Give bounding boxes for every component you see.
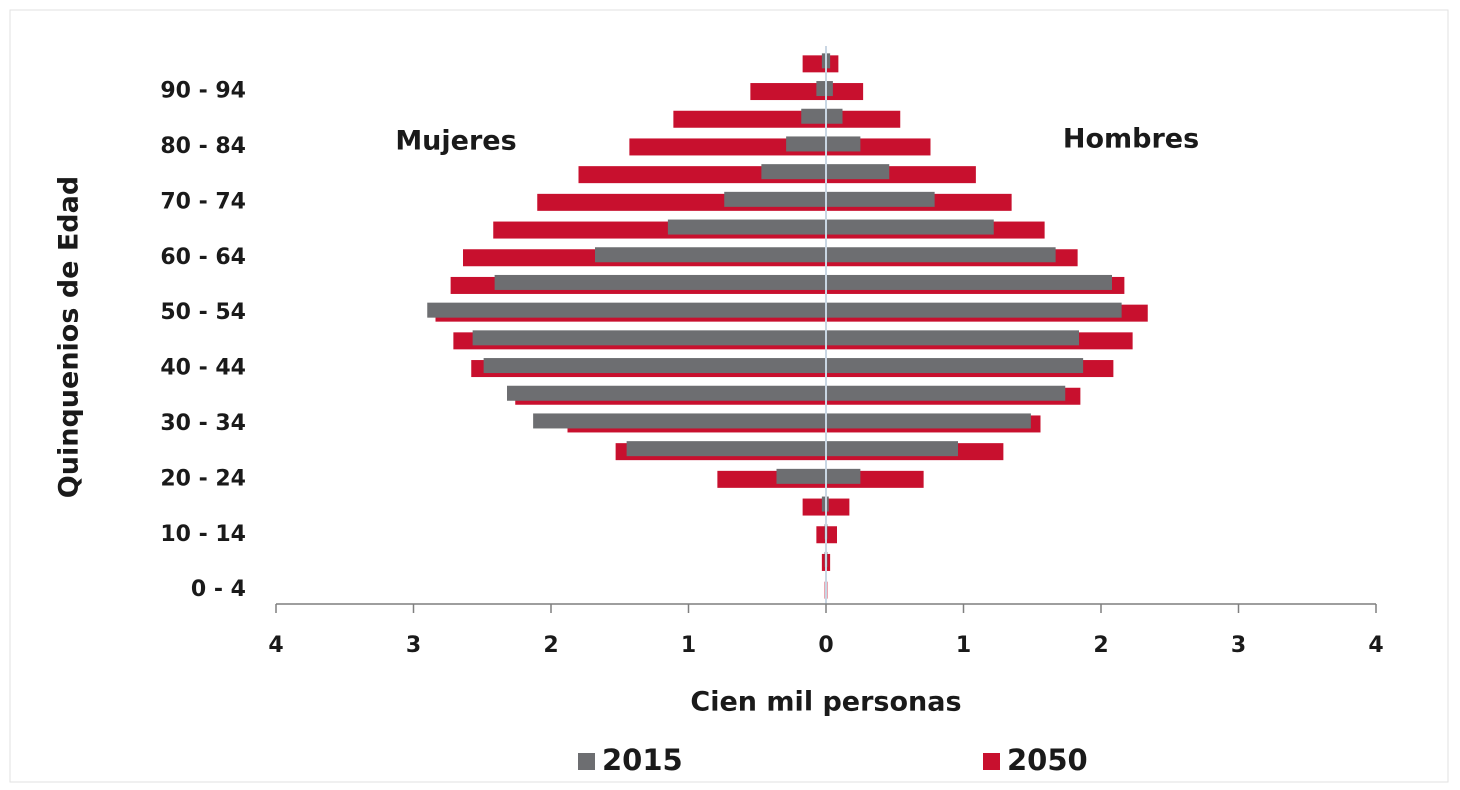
bar: [826, 164, 890, 180]
x-tick-label: 2: [543, 633, 558, 658]
bar: [826, 526, 837, 544]
bar: [826, 498, 850, 516]
annotation: Hombres: [1063, 124, 1199, 155]
legend-swatch: [983, 753, 1000, 770]
y-tick-label: 50 - 54: [160, 300, 246, 325]
bar: [826, 191, 935, 207]
bar: [821, 53, 826, 69]
bar: [629, 138, 826, 156]
bar: [483, 358, 826, 374]
annotation: Mujeres: [395, 126, 516, 157]
y-tick-label: 60 - 64: [160, 245, 246, 270]
bar: [826, 496, 829, 512]
y-axis-label: Quinquenios de Edad: [54, 176, 85, 498]
bar: [673, 110, 826, 128]
legend-label: 2050: [1007, 743, 1088, 777]
x-tick-label: 4: [268, 633, 283, 658]
legend-label: 2015: [602, 743, 683, 777]
bar: [533, 413, 826, 429]
bar: [826, 385, 1066, 401]
x-axis-label: Cien mil personas: [690, 687, 961, 718]
x-tick-label: 4: [1368, 633, 1383, 658]
bar: [826, 441, 958, 457]
bar: [802, 498, 826, 516]
bar: [816, 526, 826, 544]
bar: [786, 136, 826, 152]
bar: [826, 83, 864, 101]
y-tick-label: 40 - 44: [160, 356, 246, 381]
bar: [826, 247, 1056, 263]
bar: [826, 553, 831, 571]
bar: [826, 302, 1122, 318]
bar: [821, 553, 826, 571]
y-tick-label: 90 - 94: [160, 79, 246, 104]
x-tick-label: 0: [818, 633, 833, 658]
frame: [9, 9, 1449, 783]
bar: [507, 385, 826, 401]
y-tick-label: 80 - 84: [160, 134, 246, 159]
bar: [826, 358, 1084, 374]
bar: [667, 219, 826, 235]
bar: [801, 108, 826, 124]
x-tick-label: 3: [406, 633, 421, 658]
bar: [821, 496, 826, 512]
bar: [826, 274, 1112, 290]
y-tick-label: 70 - 74: [160, 189, 246, 214]
bar: [776, 468, 826, 484]
bar: [826, 330, 1079, 346]
bar: [826, 108, 843, 124]
bar: [826, 110, 901, 128]
bar: [826, 136, 861, 152]
bar: [826, 413, 1031, 429]
bar: [595, 247, 826, 263]
bar: [626, 441, 826, 457]
bar: [826, 219, 994, 235]
bar: [826, 81, 833, 97]
x-tick-label: 1: [681, 633, 696, 658]
y-tick-label: 20 - 24: [160, 466, 246, 491]
y-tick-label: 0 - 4: [191, 577, 246, 602]
bar: [816, 81, 826, 97]
bar: [472, 330, 826, 346]
bar: [826, 53, 831, 69]
legend-swatch: [578, 753, 595, 770]
bar: [494, 274, 826, 290]
bar: [724, 191, 826, 207]
bar: [750, 83, 826, 101]
x-tick-label: 3: [1231, 633, 1246, 658]
bar: [427, 302, 826, 318]
y-tick-label: 10 - 14: [160, 522, 246, 547]
bar: [761, 164, 826, 180]
bar: [826, 468, 861, 484]
x-tick-label: 2: [1093, 633, 1108, 658]
bar: [802, 55, 826, 73]
x-tick-label: 1: [956, 633, 971, 658]
y-tick-label: 30 - 34: [160, 411, 246, 436]
